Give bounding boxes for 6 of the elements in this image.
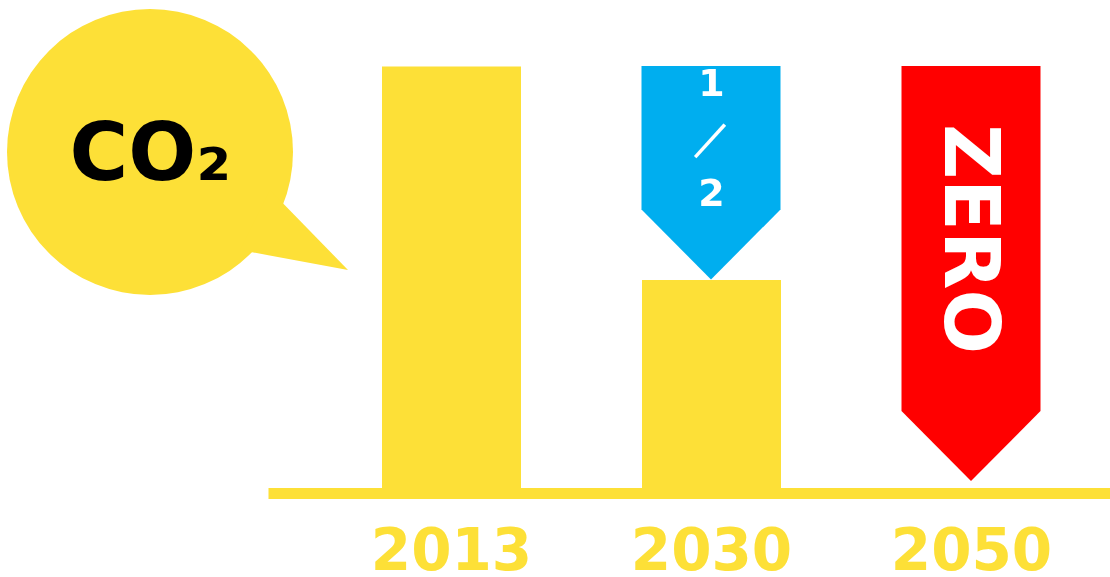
x-tick-label: 2013 xyxy=(370,516,533,577)
annotation: ZERO xyxy=(927,123,1016,355)
x-tick-label: 2030 xyxy=(630,516,793,577)
x-tick-label: 2050 xyxy=(890,516,1053,577)
annotation: 1／2 xyxy=(692,61,731,216)
text: CO₂ xyxy=(69,106,232,199)
